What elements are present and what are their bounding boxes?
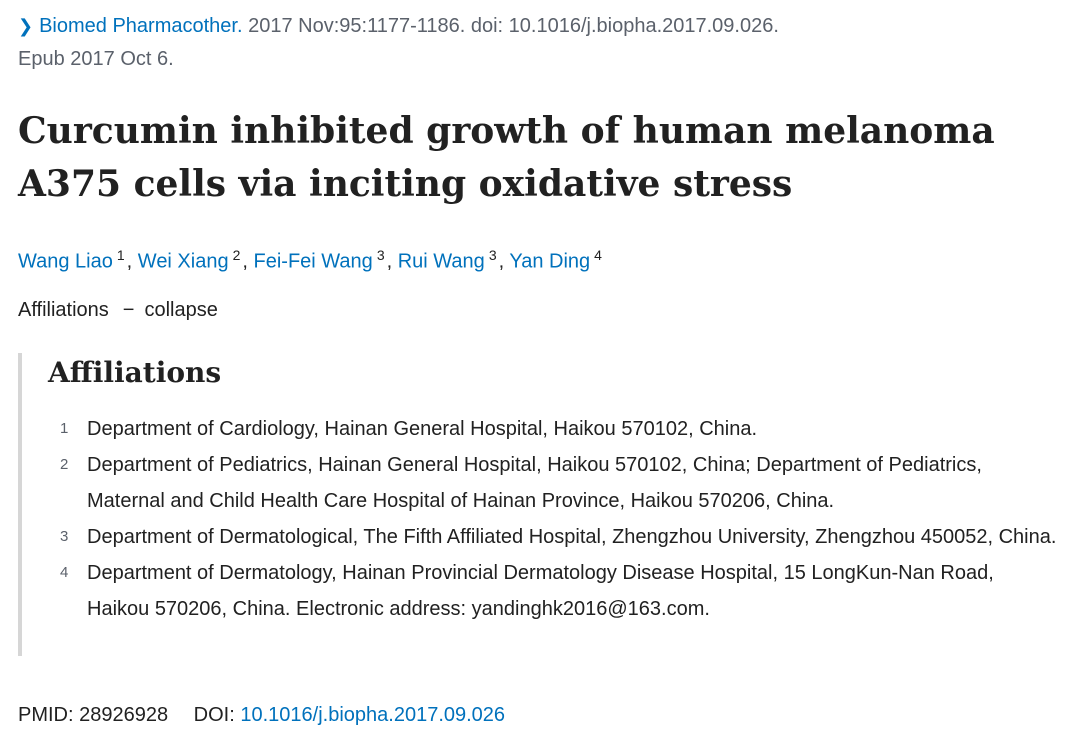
affiliation-ref[interactable]: 4 — [594, 247, 602, 263]
affiliation-ref[interactable]: 3 — [376, 247, 385, 263]
affiliation-text: Department of Dermatology, Hainan Provin… — [87, 562, 994, 620]
affiliations-heading: Affiliations — [48, 356, 222, 389]
pmid-label: PMID: — [18, 704, 74, 726]
citation-details: 2017 Nov:95:1177-1186. doi: 10.1016/j.bi… — [248, 15, 779, 37]
doi-label: DOI: — [193, 704, 235, 726]
affiliation-item: 3 Department of Dermatological, The Fift… — [50, 519, 1060, 555]
epub-date: Epub 2017 Oct 6. — [18, 48, 174, 70]
affiliation-text: Department of Pediatrics, Hainan General… — [87, 454, 982, 512]
chevron-right-icon[interactable]: ❯ — [18, 16, 34, 36]
affiliation-ref[interactable]: 3 — [488, 247, 497, 263]
author-link[interactable]: Rui Wang — [397, 250, 485, 273]
citation-line: ❯ Biomed Pharmacother. 2017 Nov:95:1177-1… — [18, 10, 1068, 76]
affiliation-number: 2 — [60, 456, 69, 473]
affiliation-text: Department of Cardiology, Hainan General… — [87, 418, 758, 440]
affiliation-item: 1 Department of Cardiology, Hainan Gener… — [50, 411, 1060, 447]
collapse-dash-icon: − — [122, 299, 135, 321]
affiliation-text: Department of Dermatological, The Fifth … — [87, 526, 1057, 548]
affiliations-toggle[interactable]: Affiliations − collapse — [18, 295, 218, 325]
author-link[interactable]: Wang Liao — [18, 250, 113, 273]
identifiers-line: PMID: 28926928 DOI: 10.1016/j.biopha.201… — [18, 700, 505, 730]
author-link[interactable]: Wei Xiang — [137, 250, 229, 273]
affiliation-item: 2 Department of Pediatrics, Hainan Gener… — [50, 447, 1060, 519]
affiliation-number: 4 — [60, 564, 69, 581]
affiliation-number: 1 — [60, 420, 69, 437]
author-link[interactable]: Fei-Fei Wang — [253, 250, 373, 273]
journal-link[interactable]: Biomed Pharmacother. — [39, 15, 243, 37]
doi-link[interactable]: 10.1016/j.biopha.2017.09.026 — [240, 704, 506, 726]
author-list: Wang Liao 1, Wei Xiang 2, Fei-Fei Wang 3, R… — [18, 247, 602, 273]
article-title: Curcumin inhibited growth of human melan… — [18, 110, 995, 205]
affiliation-ref[interactable]: 2 — [232, 247, 241, 263]
affiliation-ref[interactable]: 1 — [116, 247, 125, 263]
affiliations-panel: Affiliations 1 Department of Cardiology,… — [18, 353, 1072, 656]
affiliations-toggle-label: Affiliations — [18, 299, 109, 321]
author-link[interactable]: Yan Ding — [509, 250, 591, 273]
collapse-label: collapse — [144, 299, 218, 321]
affiliation-item: 4 Department of Dermatology, Hainan Prov… — [50, 555, 1060, 627]
affiliation-number: 3 — [60, 528, 69, 545]
affiliations-list: 1 Department of Cardiology, Hainan Gener… — [50, 411, 1060, 627]
pmid-value: 28926928 — [79, 704, 169, 726]
